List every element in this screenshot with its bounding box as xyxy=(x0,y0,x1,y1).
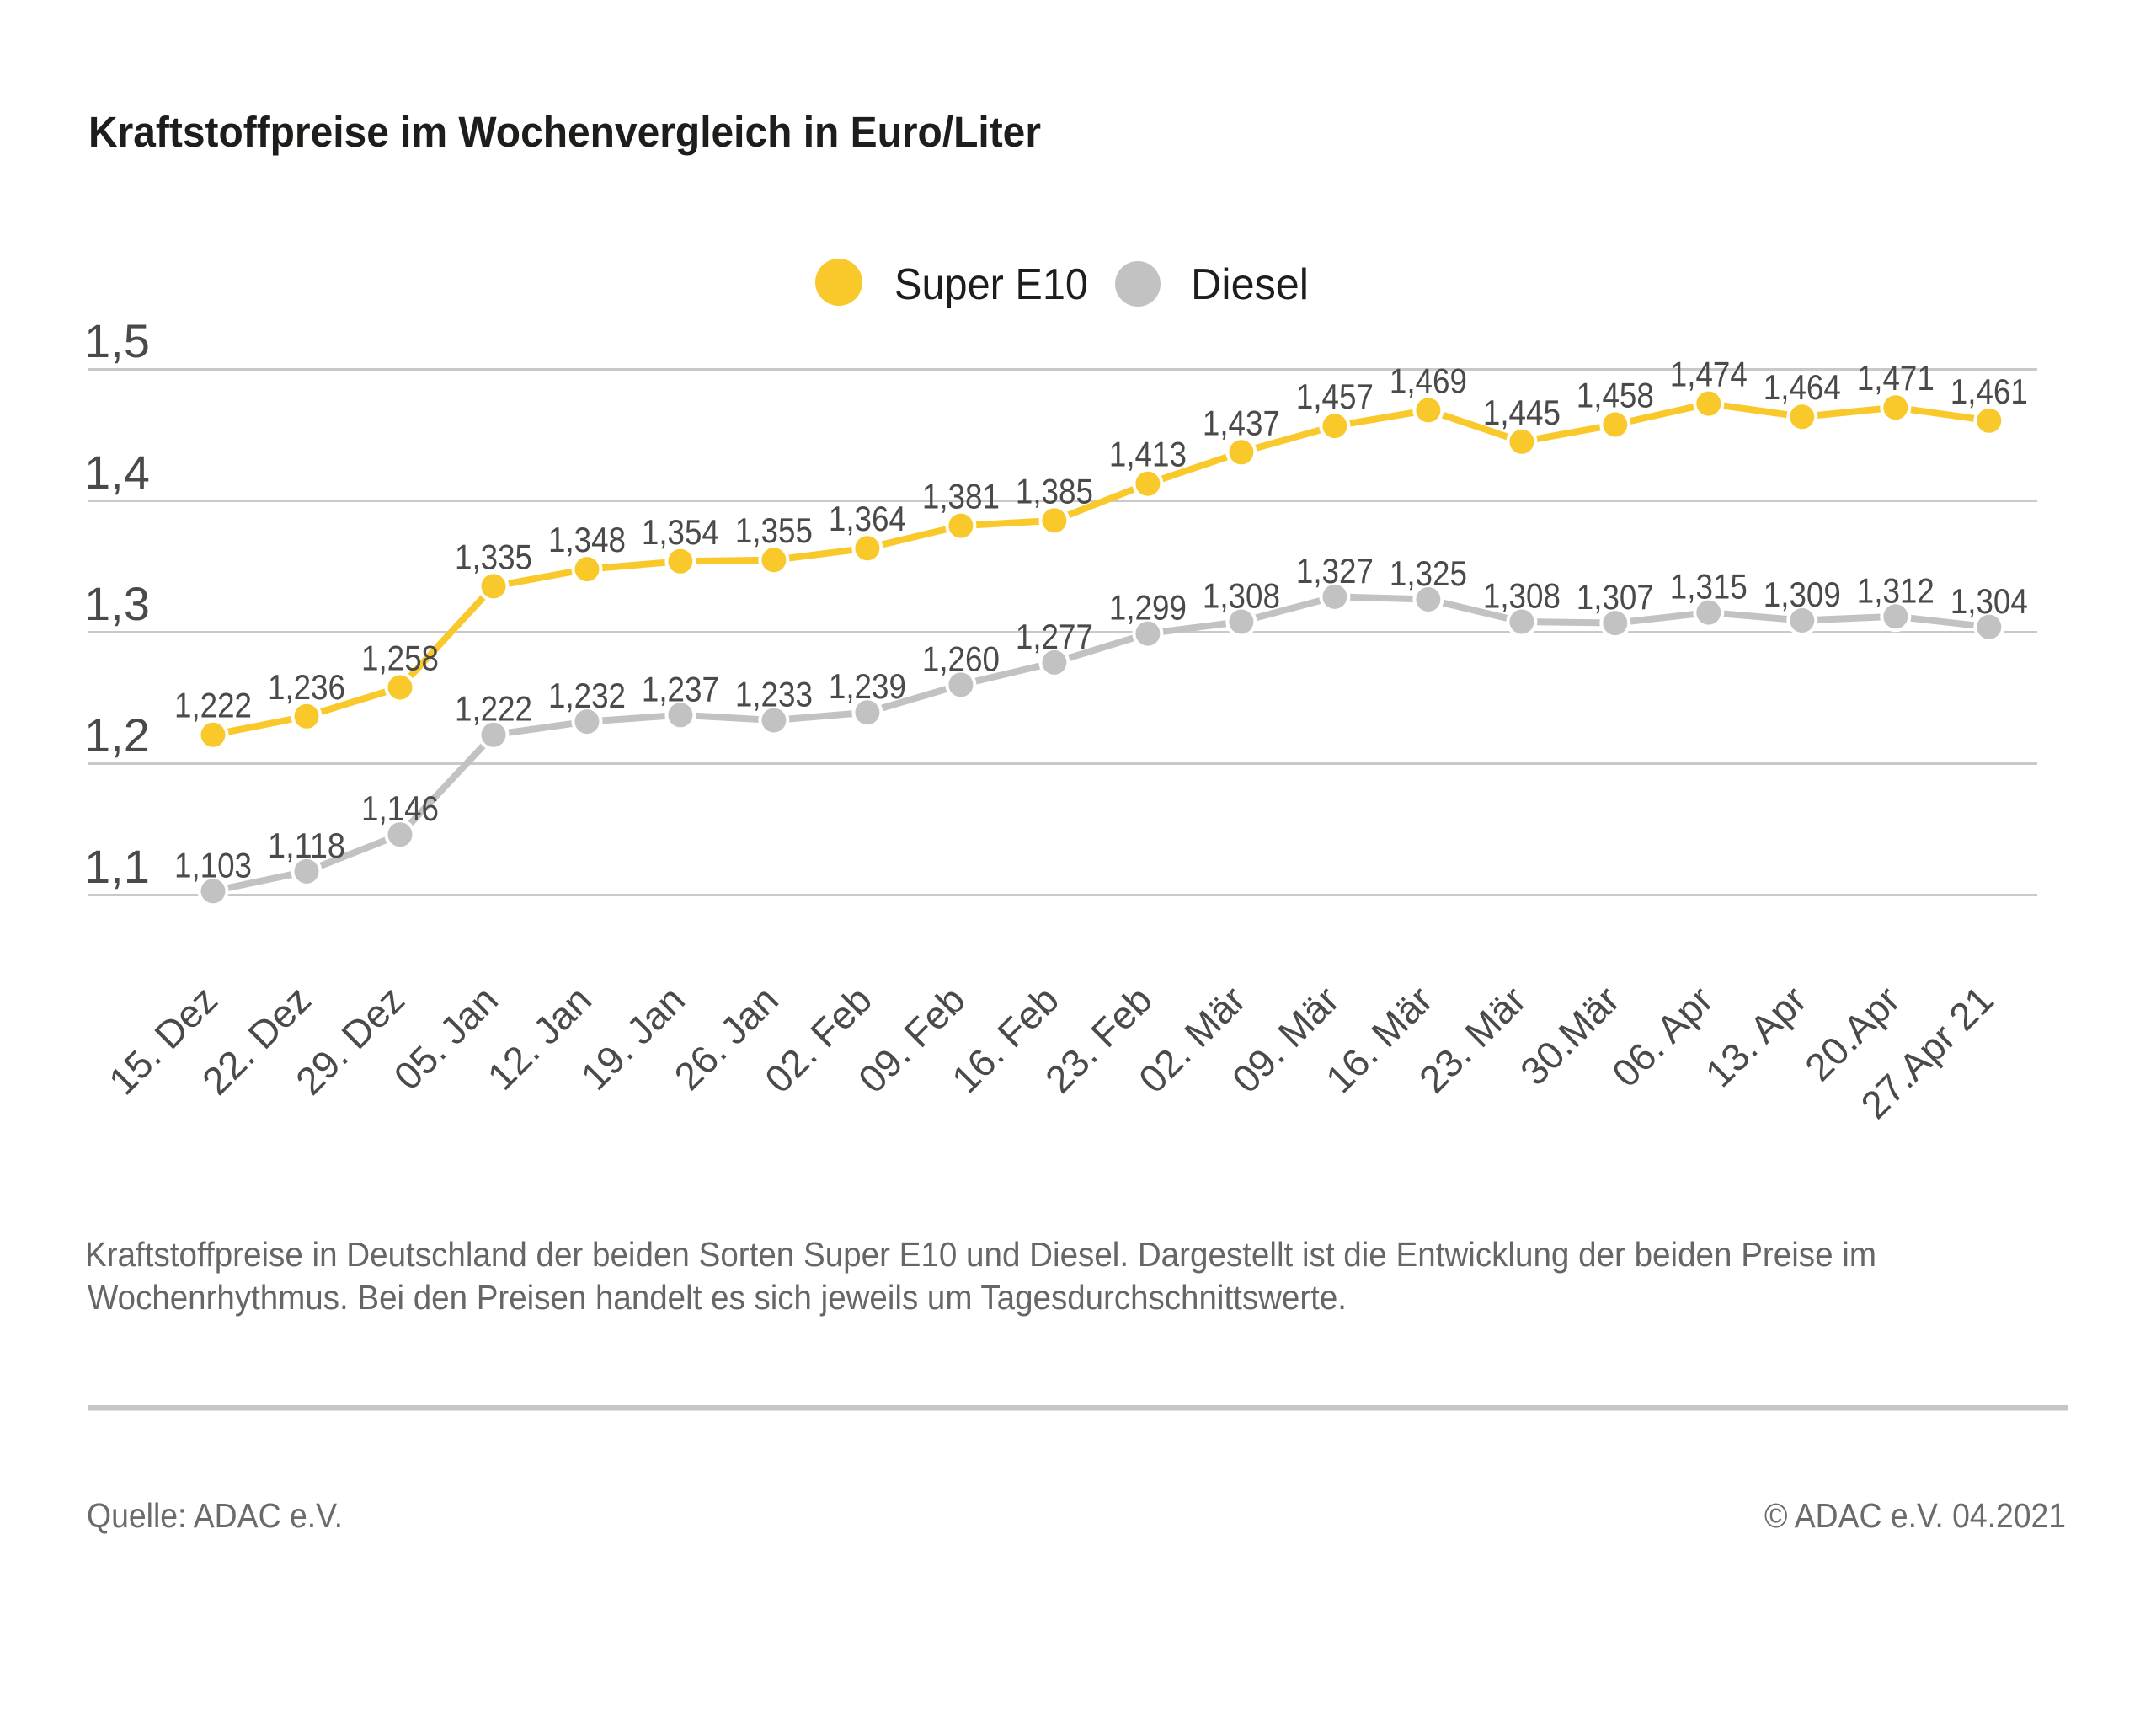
svg-text:1,1: 1,1 xyxy=(84,840,150,893)
svg-text:1,299: 1,299 xyxy=(1109,588,1187,628)
svg-text:1,222: 1,222 xyxy=(174,686,252,725)
svg-text:1,335: 1,335 xyxy=(455,537,532,576)
svg-text:1,385: 1,385 xyxy=(1016,471,1093,510)
svg-text:1,354: 1,354 xyxy=(642,512,719,552)
svg-text:1,4: 1,4 xyxy=(84,446,150,499)
svg-text:1,237: 1,237 xyxy=(642,669,719,708)
svg-text:1,222: 1,222 xyxy=(455,689,532,729)
svg-text:1,308: 1,308 xyxy=(1203,576,1280,616)
svg-text:1,457: 1,457 xyxy=(1296,377,1374,416)
svg-text:1,413: 1,413 xyxy=(1109,435,1187,474)
svg-text:1,2: 1,2 xyxy=(84,708,150,762)
svg-text:© ADAC e.V. 04.2021: © ADAC e.V. 04.2021 xyxy=(1764,1496,2066,1535)
svg-text:1,3: 1,3 xyxy=(84,577,150,630)
svg-text:1,308: 1,308 xyxy=(1483,576,1561,616)
svg-text:1,307: 1,307 xyxy=(1577,577,1654,617)
svg-text:1,461: 1,461 xyxy=(1951,371,2028,411)
svg-text:1,236: 1,236 xyxy=(268,667,345,707)
svg-text:1,471: 1,471 xyxy=(1857,358,1935,398)
svg-text:1,437: 1,437 xyxy=(1203,403,1280,442)
svg-text:1,364: 1,364 xyxy=(829,499,906,538)
svg-text:1,474: 1,474 xyxy=(1670,355,1748,394)
svg-text:Quelle: ADAC e.V.: Quelle: ADAC e.V. xyxy=(87,1496,343,1535)
svg-text:1,458: 1,458 xyxy=(1577,376,1654,415)
svg-text:1,260: 1,260 xyxy=(922,639,1000,678)
svg-text:1,469: 1,469 xyxy=(1390,361,1467,400)
svg-text:Wochenrhythmus. Bei den Preise: Wochenrhythmus. Bei den Preisen handelt … xyxy=(88,1278,1347,1317)
svg-text:1,232: 1,232 xyxy=(548,676,626,715)
svg-text:1,239: 1,239 xyxy=(829,666,906,706)
svg-text:Super E10: Super E10 xyxy=(894,260,1088,309)
svg-text:1,233: 1,233 xyxy=(735,675,813,714)
svg-text:1,304: 1,304 xyxy=(1951,581,2028,621)
svg-text:Kraftstoffpreise in Deutschlan: Kraftstoffpreise in Deutschland der beid… xyxy=(85,1235,1876,1274)
svg-text:1,118: 1,118 xyxy=(268,826,345,865)
svg-text:1,325: 1,325 xyxy=(1390,553,1467,593)
svg-text:1,445: 1,445 xyxy=(1483,393,1561,432)
svg-text:1,5: 1,5 xyxy=(84,314,150,367)
svg-text:1,103: 1,103 xyxy=(174,845,252,885)
svg-text:1,315: 1,315 xyxy=(1670,567,1748,607)
svg-text:1,327: 1,327 xyxy=(1296,551,1374,591)
svg-text:1,312: 1,312 xyxy=(1857,570,1935,610)
svg-text:1,258: 1,258 xyxy=(361,639,439,678)
svg-text:1,464: 1,464 xyxy=(1764,367,1841,407)
svg-text:1,381: 1,381 xyxy=(922,477,1000,516)
svg-text:1,348: 1,348 xyxy=(548,520,626,559)
svg-text:1,309: 1,309 xyxy=(1764,575,1841,614)
svg-text:Kraftstoffpreise im Wochenverg: Kraftstoffpreise im Wochenvergleich in E… xyxy=(88,108,1041,156)
svg-text:1,277: 1,277 xyxy=(1016,617,1093,656)
svg-text:Diesel: Diesel xyxy=(1191,260,1309,309)
svg-text:1,146: 1,146 xyxy=(361,788,439,828)
svg-text:1,355: 1,355 xyxy=(735,510,813,550)
